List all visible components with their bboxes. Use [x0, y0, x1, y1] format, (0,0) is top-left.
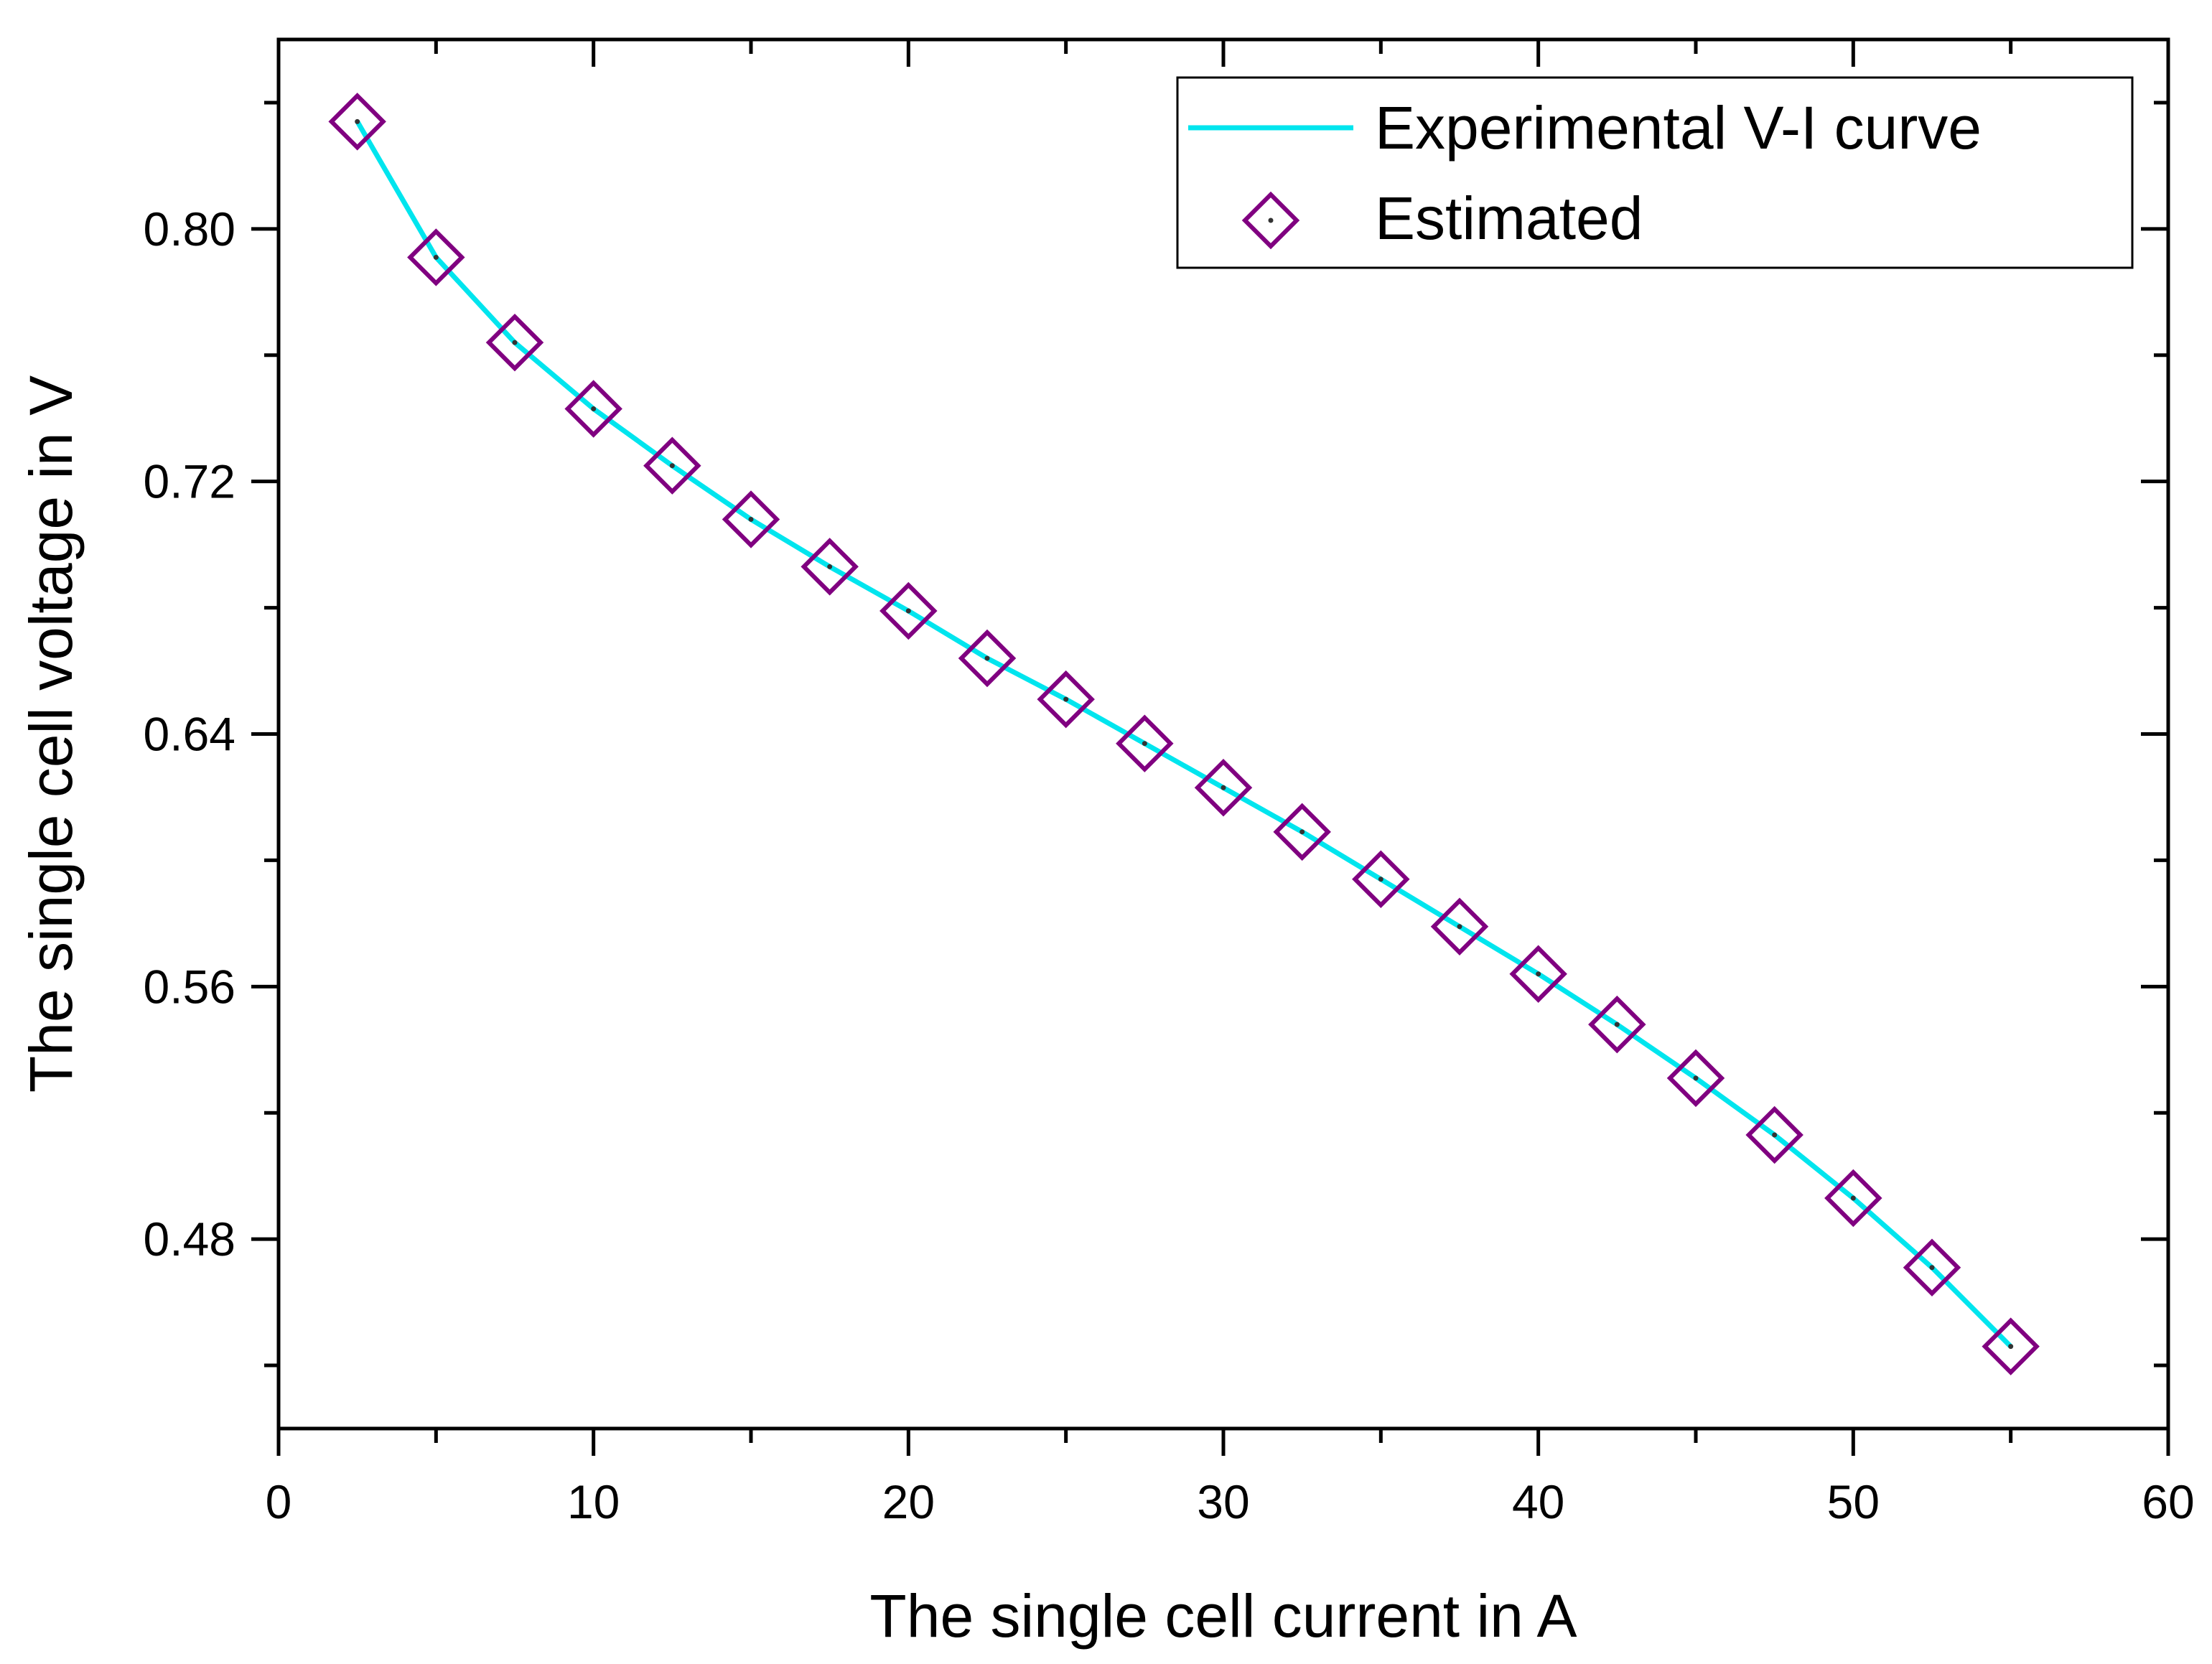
x-tick-label: 30: [1197, 1475, 1249, 1528]
diamond-marker-center: [748, 516, 754, 522]
plot-data: [328, 93, 2040, 1375]
diamond-marker-center: [1221, 785, 1226, 790]
plot-frame: [276, 37, 2170, 1431]
diamond-marker-center: [1614, 1022, 1620, 1027]
diamond-marker-outline: [1352, 850, 1410, 909]
diamond-marker-center: [1457, 924, 1462, 930]
axis-tick-labels: 0 10 20 30 40 50 60 0.48 0.56 0.64 0.72 0.80: [144, 202, 2195, 1528]
diamond-marker-center: [827, 564, 833, 569]
diamond-marker-outline: [407, 228, 465, 286]
diamond-marker-center: [984, 655, 990, 661]
y-tick-label: 0.56: [144, 960, 235, 1013]
x-tick-label: 40: [1512, 1475, 1564, 1528]
diamond-marker-outline: [1588, 995, 1646, 1054]
legend: Experimental V-I curve Estimated: [1176, 76, 2134, 269]
diamond-marker-center: [1693, 1075, 1699, 1081]
diamond-marker-outline: [1824, 1169, 1882, 1228]
data-point-estimated: [1430, 897, 1489, 956]
data-point-estimated: [407, 228, 465, 286]
x-axis-title: The single cell current in A: [869, 1582, 1577, 1650]
diamond-marker-center: [905, 608, 911, 614]
data-point-estimated: [879, 581, 938, 640]
data-point-estimated: [1666, 1049, 1725, 1108]
diamond-marker-outline: [328, 93, 386, 151]
x-tick-label: 0: [266, 1475, 292, 1528]
diamond-marker-outline: [1430, 897, 1489, 956]
diamond-marker-center: [1929, 1265, 1935, 1271]
diamond-marker-center: [1850, 1195, 1856, 1201]
x-tick-label: 10: [567, 1475, 620, 1528]
x-tick-label: 60: [2142, 1475, 2194, 1528]
diamond-marker-center: [512, 340, 518, 345]
diamond-marker-center: [355, 118, 360, 124]
data-point-estimated: [1037, 670, 1095, 729]
x-tick-label: 20: [882, 1475, 935, 1528]
data-point-estimated: [328, 93, 386, 151]
diamond-marker-center: [591, 406, 597, 412]
data-point-estimated: [1982, 1317, 2040, 1375]
data-point-estimated: [958, 629, 1017, 688]
data-point-estimated: [1352, 850, 1410, 909]
diamond-marker-center: [433, 254, 439, 260]
data-point-estimated: [1824, 1169, 1882, 1228]
legend-diamond-marker: [1241, 191, 1300, 250]
diamond-marker-center: [1536, 971, 1541, 977]
data-point-estimated: [643, 436, 701, 495]
diamond-marker-outline: [1903, 1238, 1961, 1296]
legend-label-experimental: Experimental V-I curve: [1375, 94, 1982, 162]
data-point-estimated: [1588, 995, 1646, 1054]
data-point-estimated: [1194, 759, 1253, 817]
data-point-estimated: [1116, 714, 1174, 772]
diamond-marker-outline: [1194, 759, 1253, 817]
diamond-marker-outline: [1037, 670, 1095, 729]
diamond-marker-outline: [722, 490, 780, 548]
series-line-experimental: [355, 120, 2013, 1349]
diamond-marker-center: [669, 463, 675, 469]
diamond-marker-outline: [564, 380, 622, 438]
legend-box: [1176, 76, 2134, 269]
diamond-marker-outline: [801, 538, 859, 596]
data-point-estimated: [722, 490, 780, 548]
diamond-marker-outline: [1509, 945, 1567, 1003]
data-point-estimated: [1509, 945, 1567, 1003]
data-point-estimated: [1745, 1106, 1803, 1164]
legend-label-estimated: Estimated: [1375, 184, 1643, 252]
legend-marker-swatch: [1241, 191, 1300, 250]
y-tick-label: 0.72: [144, 455, 235, 508]
diamond-marker-center: [1299, 829, 1305, 835]
data-point-estimated: [564, 380, 622, 438]
diamond-marker-center: [1378, 877, 1383, 882]
diamond-marker-outline: [879, 581, 938, 640]
diamond-marker-outline: [1273, 803, 1331, 861]
data-point-estimated: [1273, 803, 1331, 861]
diamond-marker-center: [1772, 1132, 1778, 1138]
diamond-marker-outline: [1241, 191, 1300, 250]
diamond-marker-outline: [1116, 714, 1174, 772]
data-point-estimated: [801, 538, 859, 596]
diamond-marker-outline: [1666, 1049, 1725, 1108]
diamond-marker-center: [1268, 218, 1274, 223]
x-tick-label: 50: [1827, 1475, 1880, 1528]
diamond-marker-outline: [485, 313, 544, 372]
diamond-marker-center: [2008, 1344, 2014, 1350]
y-axis-title: The single cell voltage in V: [17, 375, 85, 1093]
diamond-marker-center: [1063, 696, 1069, 702]
diamond-marker-center: [1142, 741, 1147, 747]
y-tick-label: 0.64: [144, 708, 235, 761]
diamond-marker-outline: [1745, 1106, 1803, 1164]
y-tick-label: 0.48: [144, 1212, 235, 1266]
diamond-marker-outline: [643, 436, 701, 495]
y-tick-label: 0.80: [144, 202, 235, 256]
diamond-marker-outline: [1982, 1317, 2040, 1375]
diamond-marker-outline: [958, 629, 1017, 688]
data-point-estimated: [485, 313, 544, 372]
data-point-estimated: [1903, 1238, 1961, 1296]
